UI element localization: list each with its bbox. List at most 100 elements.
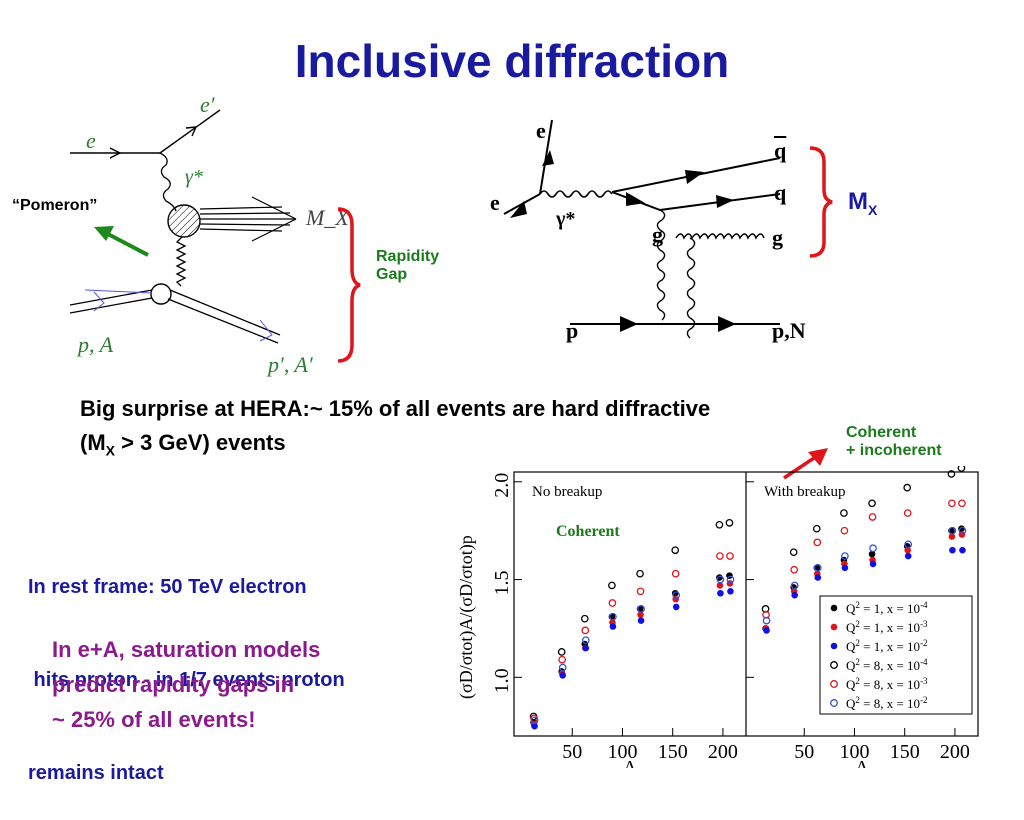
proton-label: p, A xyxy=(78,332,114,357)
rapidity-gap-line2: Gap xyxy=(376,266,408,283)
pomeron-label: “Pomeron” xyxy=(12,197,98,214)
data-point xyxy=(813,538,822,547)
photon-line xyxy=(159,152,177,212)
coherent-incoherent-line1: Coherent xyxy=(846,424,917,441)
data-point xyxy=(763,627,770,634)
saturation-line1: In e+A, saturation models xyxy=(52,637,321,662)
data-point xyxy=(715,520,724,529)
data-point xyxy=(840,509,848,517)
y-tick-label: 2.0 xyxy=(491,473,513,498)
data-point xyxy=(581,626,590,635)
legend-entry: Q2 = 8, x = 10-4 xyxy=(846,657,928,673)
data-point xyxy=(947,470,956,478)
headline-line2: (MX > 3 GeV) events xyxy=(80,430,286,458)
x-tick-label: 50 xyxy=(562,741,582,763)
data-point xyxy=(903,483,912,492)
data-point xyxy=(904,552,912,560)
data-point xyxy=(840,526,849,535)
data-point xyxy=(609,612,617,621)
right-e-top-label: e xyxy=(536,118,546,143)
mx-right-label: MX xyxy=(848,188,877,218)
x-tick-label: 150 xyxy=(890,741,920,763)
mx-right-main: M xyxy=(848,188,868,215)
right-feynman-diagram xyxy=(503,119,781,339)
right-proton-label: p xyxy=(566,318,579,343)
data-point xyxy=(726,575,735,584)
data-point xyxy=(716,575,725,584)
headline-post: > 3 GeV) events xyxy=(115,430,286,455)
data-point xyxy=(725,518,734,527)
coherent-label: Coherent xyxy=(556,523,620,540)
saturation-line2: predict rapidity gaps in xyxy=(52,672,295,697)
hatched-vertex xyxy=(167,204,201,238)
x-tick-label: 50 xyxy=(794,741,814,763)
data-point xyxy=(948,499,956,508)
gluon-right-label: g xyxy=(772,225,783,250)
data-point xyxy=(791,591,798,599)
data-point xyxy=(762,616,771,625)
data-point xyxy=(716,552,724,560)
x-axis-label: A xyxy=(623,757,638,768)
headline-sub: X xyxy=(105,442,115,459)
data-point xyxy=(958,499,966,508)
data-point xyxy=(904,540,913,549)
legend-box xyxy=(819,595,973,715)
mx-right-sub: X xyxy=(868,201,878,218)
data-point xyxy=(558,655,567,664)
right-e-left-label: e xyxy=(490,190,500,215)
antiquark-label: q xyxy=(774,138,787,163)
saturation-text: In e+A, saturation models predict rapidi… xyxy=(52,632,320,737)
x-tick-label: 200 xyxy=(940,741,970,763)
quark-label: q xyxy=(774,180,787,205)
rest-frame-line3: remains intact xyxy=(28,762,164,784)
data-point xyxy=(608,581,616,590)
headline-line1: Big surprise at HERA:~ 15% of all events… xyxy=(80,396,711,421)
page-title: Inclusive diffraction xyxy=(294,35,730,87)
data-point xyxy=(948,526,957,535)
panel-title: No breakup xyxy=(532,484,602,500)
pomeron-line xyxy=(175,236,187,287)
data-point xyxy=(671,569,680,578)
diffraction-ratio-chart: 1.0 1.5 2.0 (σD/σtot)A/(σD/σtot)p 50 100 150 20… xyxy=(456,466,979,768)
y-tick-label: 1.5 xyxy=(491,571,513,596)
legend-marker xyxy=(830,661,838,669)
data-point xyxy=(530,716,539,725)
electron-out-line xyxy=(159,109,221,154)
legend-entry: Q2 = 8, x = 10-2 xyxy=(846,695,928,711)
legend-marker xyxy=(830,623,838,631)
scattered-electron-label: e′ xyxy=(200,92,215,117)
data-point xyxy=(637,617,645,624)
data-point xyxy=(790,581,799,590)
data-point xyxy=(812,524,821,533)
rapidity-gap-brace xyxy=(337,207,361,363)
data-point xyxy=(868,499,876,508)
legend-entry: Q2 = 1, x = 10-4 xyxy=(846,600,928,616)
x-axis-label: A xyxy=(855,757,870,768)
coherent-arrow-icon xyxy=(783,448,828,480)
data-point xyxy=(672,591,681,600)
data-point xyxy=(813,563,822,572)
saturation-line3: ~ 25% of all events! xyxy=(52,707,256,732)
rest-frame-line1: In rest frame: 50 TeV electron xyxy=(28,576,307,598)
data-point xyxy=(841,564,849,572)
data-point xyxy=(949,546,956,554)
left-feynman-diagram xyxy=(69,109,297,344)
rapidity-gap-label: Rapidity Gap xyxy=(376,248,439,284)
pomeron-arrow-icon xyxy=(94,226,149,257)
legend-marker xyxy=(830,642,838,650)
electron-label: e xyxy=(86,128,96,153)
arrow-icon xyxy=(185,126,198,137)
data-point xyxy=(636,569,644,578)
legend-marker xyxy=(830,680,838,688)
data-point xyxy=(869,544,877,553)
data-point xyxy=(557,648,566,656)
rest-frame-line2: hits proton - in 1/7 events proton xyxy=(28,669,345,691)
data-point xyxy=(559,672,566,679)
data-point xyxy=(636,587,645,596)
gluon-mid-label: g xyxy=(652,222,663,247)
photon-label: γ* xyxy=(185,166,203,188)
rapidity-gap-line1: Rapidity xyxy=(376,248,440,265)
legend-entry: Q2 = 8, x = 10-3 xyxy=(846,676,928,692)
headline-pre: (M xyxy=(80,430,106,455)
x-tick-label: 100 xyxy=(839,741,869,763)
